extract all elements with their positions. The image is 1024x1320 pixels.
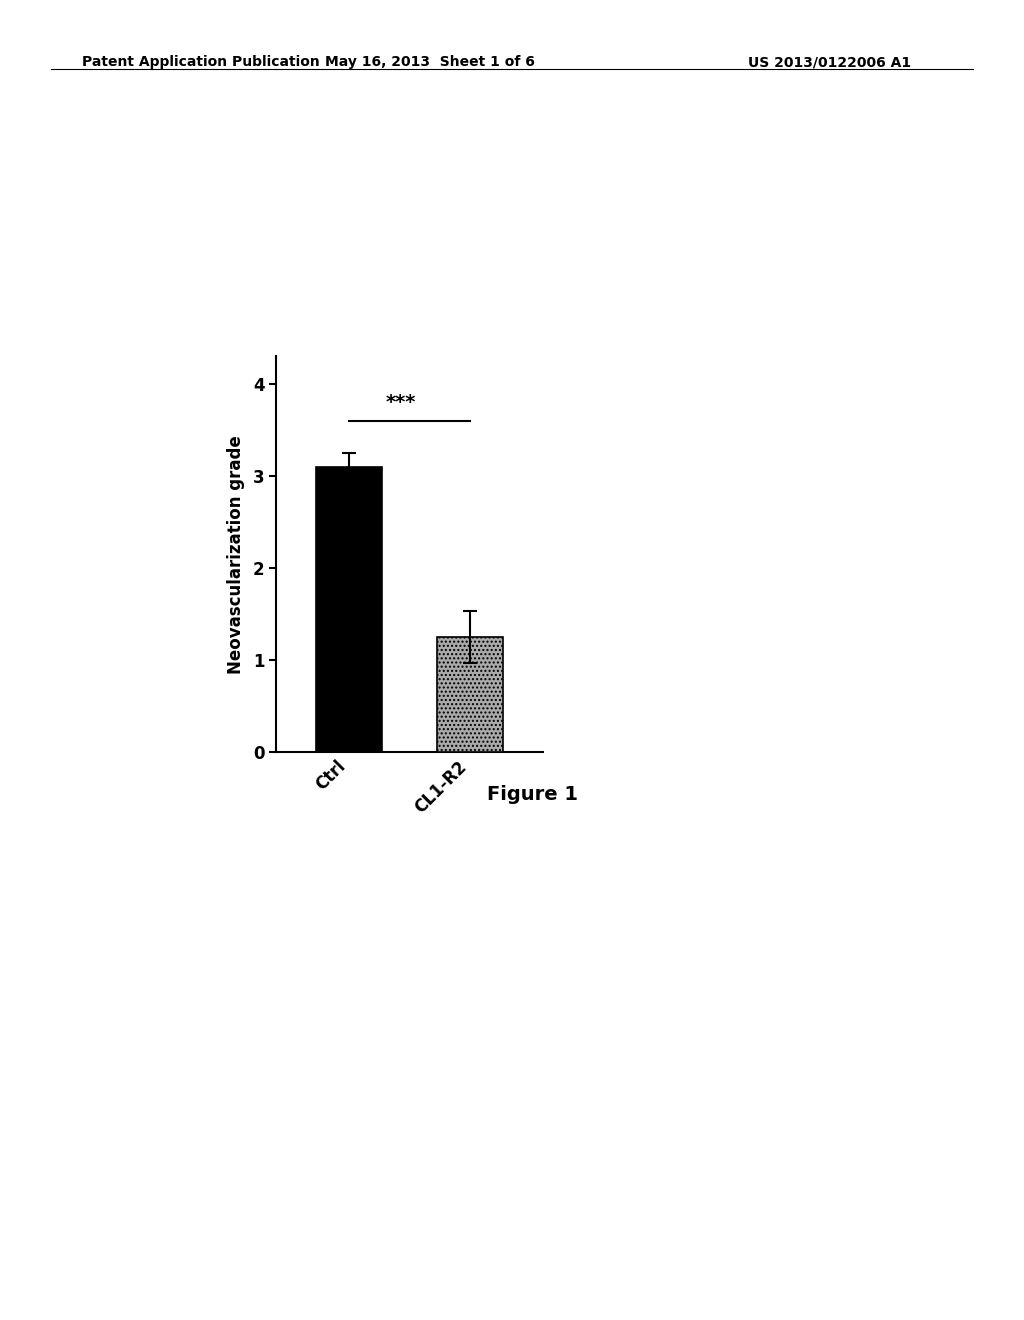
Y-axis label: Neovascularization grade: Neovascularization grade	[226, 436, 245, 673]
Text: US 2013/0122006 A1: US 2013/0122006 A1	[748, 55, 910, 70]
Bar	[315, 467, 382, 752]
Text: May 16, 2013  Sheet 1 of 6: May 16, 2013 Sheet 1 of 6	[326, 55, 535, 70]
Bar	[437, 638, 504, 752]
Text: Figure 1: Figure 1	[487, 785, 578, 804]
Text: Patent Application Publication: Patent Application Publication	[82, 55, 319, 70]
Text: ***: ***	[385, 392, 416, 412]
